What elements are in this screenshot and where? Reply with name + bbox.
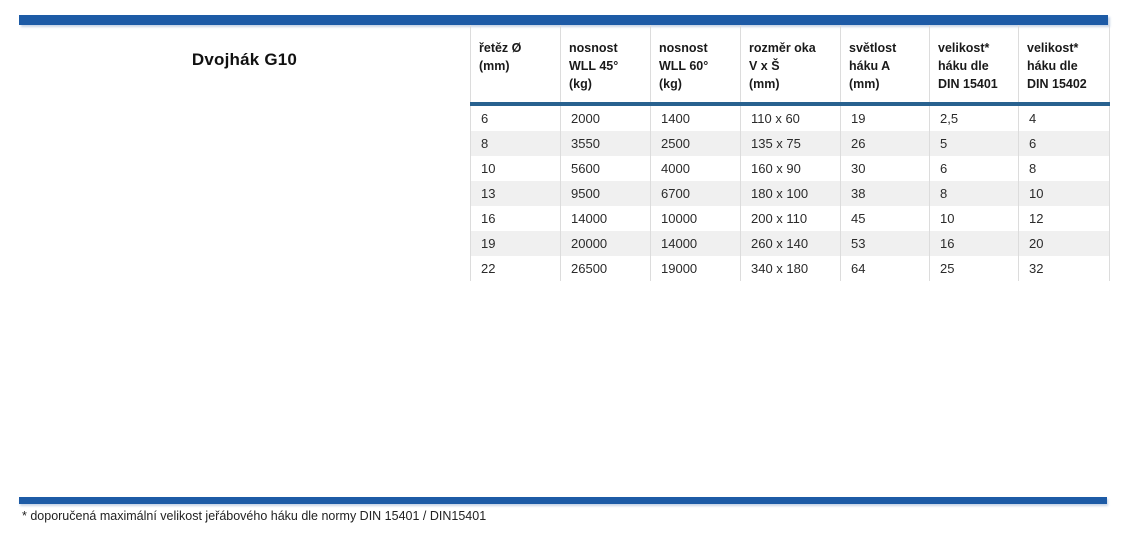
table-cell: 10 [929, 206, 1019, 231]
table-row: 8 3550 2500 135 x 75 26 5 6 [470, 131, 1110, 156]
table-cell: 2500 [650, 131, 741, 156]
table-cell: 8 [1018, 156, 1110, 181]
table-cell: 5600 [560, 156, 651, 181]
column-header: rozměr oka V x Š (mm) [740, 25, 841, 106]
table-cell: 6700 [650, 181, 741, 206]
table-cell: 32 [1018, 256, 1110, 281]
table-cell: 26 [840, 131, 930, 156]
table-cell: 13 [470, 181, 561, 206]
table-cell: 260 x 140 [740, 231, 841, 256]
header-row: řetěz Ø (mm) nosnost WLL 45° (kg) nosnost … [470, 25, 1110, 106]
table-cell: 9500 [560, 181, 651, 206]
page-title: Dvojhák G10 [191, 50, 298, 69]
table-row: 22 26500 19000 340 x 180 64 25 32 [470, 256, 1110, 281]
table-row: 19 20000 14000 260 x 140 53 16 20 [470, 231, 1110, 256]
column-header: velikost* háku dle DIN 15401 [929, 25, 1019, 106]
table-cell: 200 x 110 [740, 206, 841, 231]
top-divider-bar [19, 15, 1108, 25]
footnote-text: * doporučená maximální velikost jeřábové… [22, 509, 487, 523]
table-cell: 135 x 75 [740, 131, 841, 156]
table-cell: 2,5 [929, 104, 1019, 131]
table-cell: 160 x 90 [740, 156, 841, 181]
table-cell: 19 [840, 104, 930, 131]
table-cell: 22 [470, 256, 561, 281]
table-cell: 340 x 180 [740, 256, 841, 281]
spec-table: řetěz Ø (mm) nosnost WLL 45° (kg) nosnost … [470, 25, 1110, 281]
table-cell: 64 [840, 256, 930, 281]
table-cell: 10000 [650, 206, 741, 231]
table-cell: 5 [929, 131, 1019, 156]
column-header: světlost háku A (mm) [840, 25, 930, 106]
table-cell: 4000 [650, 156, 741, 181]
table-cell: 20000 [560, 231, 651, 256]
table-cell: 53 [840, 231, 930, 256]
table-cell: 30 [840, 156, 930, 181]
table-cell: 1400 [650, 104, 741, 131]
table-cell: 6 [929, 156, 1019, 181]
table-cell: 110 x 60 [740, 104, 841, 131]
column-header: nosnost WLL 60° (kg) [650, 25, 741, 106]
table-cell: 19000 [650, 256, 741, 281]
table-cell: 12 [1018, 206, 1110, 231]
column-header: nosnost WLL 45° (kg) [560, 25, 651, 106]
table-row: 10 5600 4000 160 x 90 30 6 8 [470, 156, 1110, 181]
table-cell: 2000 [560, 104, 651, 131]
table-cell: 6 [470, 104, 561, 131]
table-cell: 16 [929, 231, 1019, 256]
table-cell: 4 [1018, 104, 1110, 131]
table-cell: 14000 [650, 231, 741, 256]
table-cell: 19 [470, 231, 561, 256]
table-cell: 3550 [560, 131, 651, 156]
table-cell: 10 [470, 156, 561, 181]
table-cell: 8 [929, 181, 1019, 206]
column-header: velikost* háku dle DIN 15402 [1018, 25, 1110, 106]
table-cell: 38 [840, 181, 930, 206]
spec-table-body: 6 2000 1400 110 x 60 19 2,5 4 8 3550 2500 135 x 75… [470, 104, 1110, 281]
table-cell: 8 [470, 131, 561, 156]
table-cell: 6 [1018, 131, 1110, 156]
table-cell: 25 [929, 256, 1019, 281]
spec-table-header: řetěz Ø (mm) nosnost WLL 45° (kg) nosnost … [470, 25, 1110, 106]
table-row: 13 9500 6700 180 x 100 38 8 10 [470, 181, 1110, 206]
table-cell: 10 [1018, 181, 1110, 206]
bottom-divider-bar [19, 497, 1107, 504]
table-cell: 16 [470, 206, 561, 231]
table-cell: 45 [840, 206, 930, 231]
table-cell: 20 [1018, 231, 1110, 256]
table-cell: 14000 [560, 206, 651, 231]
table-cell: 26500 [560, 256, 651, 281]
column-header: řetěz Ø (mm) [470, 25, 561, 106]
table-row: 6 2000 1400 110 x 60 19 2,5 4 [470, 104, 1110, 131]
table-cell: 180 x 100 [740, 181, 841, 206]
table-row: 16 14000 10000 200 x 110 45 10 12 [470, 206, 1110, 231]
